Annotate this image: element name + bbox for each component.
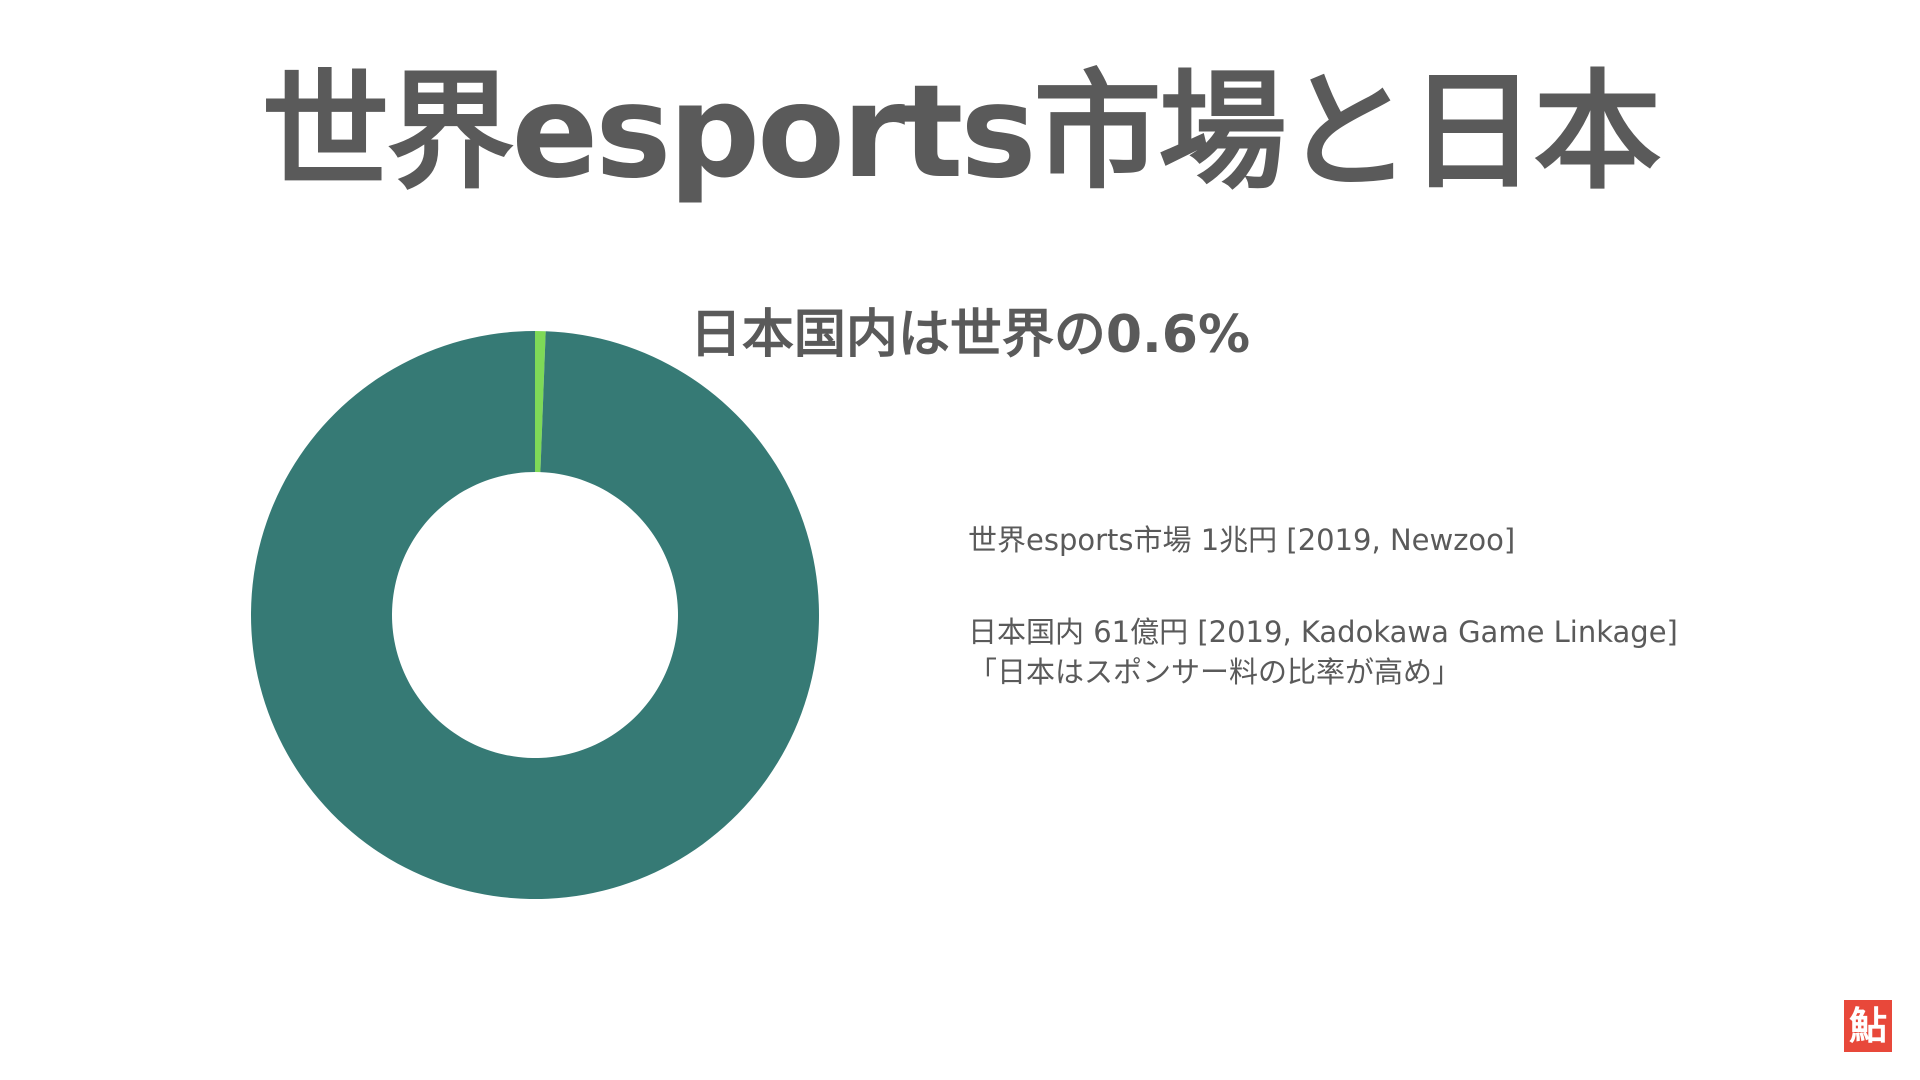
chart-title: 日本国内は世界の0.6%: [689, 305, 1251, 365]
donut-slice-1: [250, 331, 819, 900]
slide-title: 世界esports市場と日本: [261, 58, 1661, 207]
japan-market-note: 日本国内 61億円 [2019, Kadokawa Game Linkage]: [968, 615, 1678, 649]
japan-comment-note: 「日本はスポンサー料の比率が高め」: [968, 655, 1462, 689]
donut-chart: [250, 331, 819, 900]
donut-slices: [250, 331, 819, 900]
ayu-logo-icon: 鮎: [1844, 1000, 1892, 1052]
source-notes: 世界esports市場 1兆円 [2019, Newzoo] 日本国内 61億円…: [968, 520, 1868, 692]
world-market-note: 世界esports市場 1兆円 [2019, Newzoo]: [968, 523, 1516, 557]
donut-slice-0: [535, 331, 546, 473]
